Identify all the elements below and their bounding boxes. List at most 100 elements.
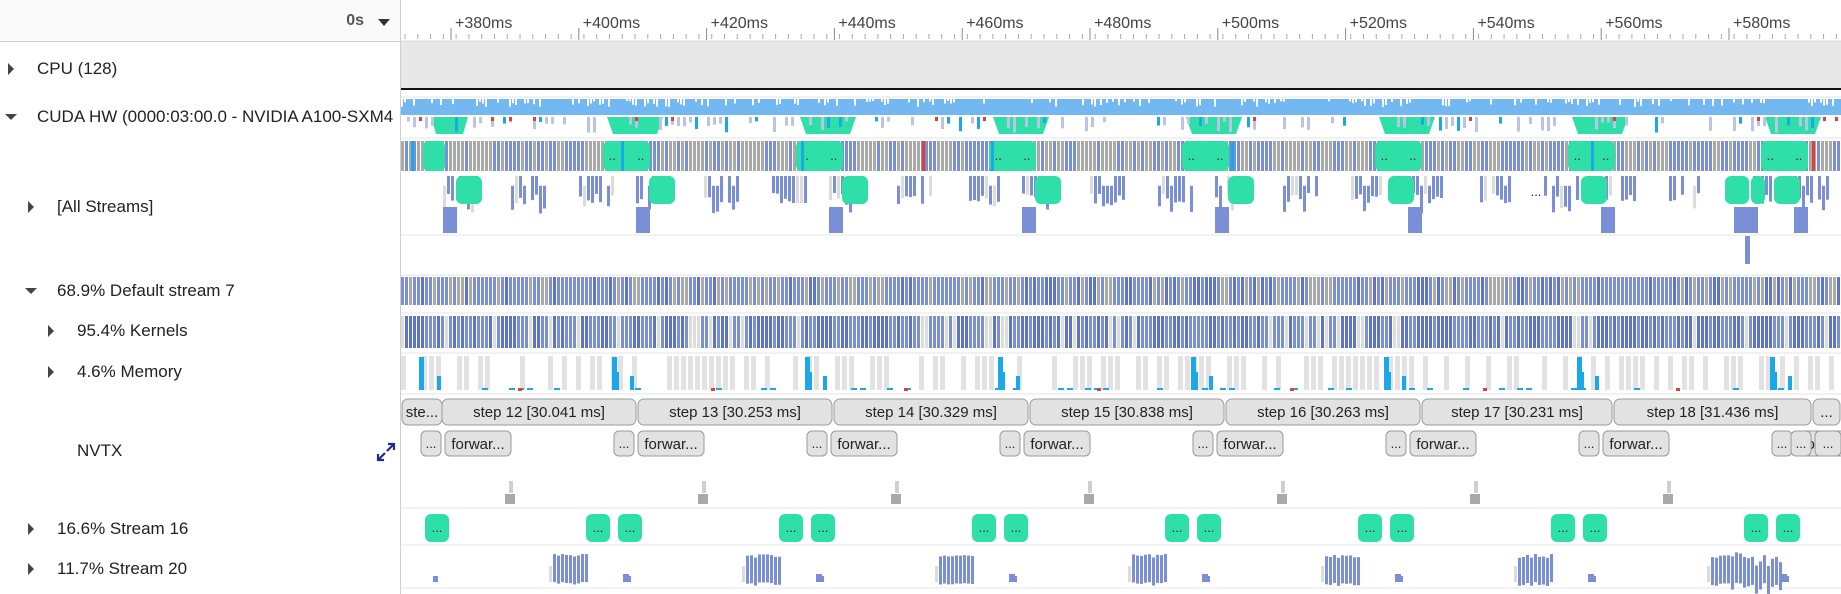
kernel-bar[interactable] bbox=[1197, 277, 1200, 305]
stream-kernel-bar[interactable] bbox=[1375, 176, 1378, 197]
kernel-bar[interactable] bbox=[693, 141, 696, 171]
memcpy-tick[interactable] bbox=[977, 117, 980, 129]
kernel-bar[interactable] bbox=[409, 141, 412, 171]
memory-bar[interactable] bbox=[554, 388, 560, 390]
kernel-bar[interactable] bbox=[429, 277, 432, 305]
nvtx-forward-range[interactable] bbox=[1023, 430, 1091, 457]
kernel-bar[interactable] bbox=[657, 141, 660, 171]
kernel-bar[interactable] bbox=[1321, 141, 1324, 171]
kernel-bar[interactable] bbox=[809, 277, 812, 305]
memory-bg-bar[interactable] bbox=[1605, 356, 1610, 390]
kernels-bar[interactable] bbox=[941, 316, 944, 348]
stream-kernel-bar[interactable] bbox=[1508, 176, 1511, 203]
kernel-bar[interactable] bbox=[801, 277, 804, 305]
kernel-bar[interactable] bbox=[1801, 277, 1804, 305]
kernel-bar[interactable] bbox=[1293, 141, 1296, 171]
stream20-kernel-bar[interactable] bbox=[1739, 553, 1742, 582]
kernel-bar[interactable] bbox=[717, 141, 720, 171]
kernels-bar[interactable] bbox=[897, 316, 900, 348]
memcpy-tick[interactable] bbox=[683, 117, 686, 127]
memcpy-tick[interactable] bbox=[629, 117, 632, 125]
memcpy-tick[interactable] bbox=[1739, 117, 1742, 124]
utilization-gap[interactable] bbox=[1550, 99, 1552, 104]
kernel-bar[interactable] bbox=[1641, 141, 1644, 171]
timeline-canvas[interactable]: +380ms +400ms +420ms +440ms +460ms +480ms +500… bbox=[401, 0, 1841, 594]
kernels-bar[interactable] bbox=[577, 316, 580, 348]
stream20-kernel-bar[interactable] bbox=[762, 554, 765, 583]
utilization-gap[interactable] bbox=[1571, 99, 1573, 104]
kernels-bar[interactable] bbox=[1717, 316, 1720, 348]
kernels-bar[interactable] bbox=[1189, 316, 1192, 348]
memory-bg-bar[interactable] bbox=[1409, 356, 1414, 390]
kernel-bar[interactable] bbox=[1493, 141, 1496, 171]
kernels-bar[interactable] bbox=[1037, 316, 1040, 348]
kernel-bar[interactable] bbox=[453, 141, 456, 171]
stream20-kernel-bar[interactable] bbox=[959, 555, 962, 584]
kernel-bar[interactable] bbox=[1689, 141, 1692, 171]
kernel-bar[interactable] bbox=[1045, 277, 1048, 305]
kernels-bar[interactable] bbox=[917, 316, 920, 348]
kernel-bar[interactable] bbox=[417, 277, 420, 305]
utilization-gap[interactable] bbox=[656, 99, 658, 107]
stream-kernel-bar[interactable] bbox=[1794, 207, 1808, 233]
kernel-bar[interactable] bbox=[1733, 141, 1736, 171]
stream-kernel-bar[interactable] bbox=[599, 176, 602, 203]
stream20-kernel-bar[interactable] bbox=[1349, 555, 1352, 584]
memory-bg-bar[interactable] bbox=[982, 356, 987, 390]
kernel-bar[interactable] bbox=[1437, 141, 1440, 171]
utilization-gap[interactable] bbox=[1370, 99, 1372, 106]
kernels-bar[interactable] bbox=[1073, 316, 1076, 348]
nvtx-sub-range[interactable] bbox=[1578, 430, 1600, 457]
stream20-kernel-bar[interactable] bbox=[549, 566, 552, 582]
nvtx-nested-range[interactable] bbox=[1088, 481, 1092, 493]
kernels-bar[interactable] bbox=[849, 316, 852, 348]
stream-kernel-bar[interactable] bbox=[1576, 176, 1579, 200]
stream20-kernel-bar[interactable] bbox=[1538, 556, 1541, 585]
stream-kernel-bar[interactable] bbox=[1219, 185, 1222, 212]
stream20-kernel-bar[interactable] bbox=[1723, 555, 1726, 584]
stream20-kernel-bar[interactable] bbox=[1727, 555, 1730, 584]
memory-bg-bar[interactable] bbox=[1234, 356, 1239, 390]
stream-kernel-bar[interactable] bbox=[837, 176, 840, 199]
stream-kernel-bar[interactable] bbox=[1371, 176, 1374, 197]
kernel-bar[interactable] bbox=[1257, 141, 1260, 171]
stream-kernel-bar[interactable] bbox=[1106, 185, 1109, 204]
kernel-bar[interactable] bbox=[1713, 277, 1716, 305]
kernel-bar[interactable] bbox=[897, 277, 900, 305]
kernel-bar[interactable] bbox=[697, 141, 700, 171]
kernels-bar[interactable] bbox=[1293, 316, 1296, 348]
memory-bg-bar[interactable] bbox=[1052, 356, 1057, 390]
kernel-bar[interactable] bbox=[1361, 277, 1364, 305]
memcpy-tick[interactable] bbox=[539, 117, 542, 123]
kernels-bar[interactable] bbox=[1477, 316, 1480, 348]
kernels-bar[interactable] bbox=[1585, 316, 1588, 348]
memcpy-red-tick[interactable] bbox=[1253, 117, 1256, 121]
kernels-bar[interactable] bbox=[581, 316, 584, 348]
memcpy-tick[interactable] bbox=[1013, 117, 1016, 133]
kernel-bar[interactable] bbox=[1613, 277, 1616, 305]
kernel-bar[interactable] bbox=[873, 141, 876, 171]
kernel-bar[interactable] bbox=[629, 277, 632, 305]
kernel-bar[interactable] bbox=[1153, 277, 1156, 305]
kernel-bar[interactable] bbox=[401, 141, 404, 171]
utilization-gap[interactable] bbox=[1721, 99, 1723, 106]
kernel-bar[interactable] bbox=[1681, 277, 1684, 305]
kernels-bar[interactable] bbox=[1789, 316, 1792, 348]
memcpy-tick[interactable] bbox=[1307, 117, 1310, 130]
memcpy-tick[interactable] bbox=[941, 117, 944, 130]
utilization-gap[interactable] bbox=[797, 99, 799, 105]
stream-kernel-bar[interactable] bbox=[1480, 176, 1483, 203]
memcpy-tick[interactable] bbox=[1283, 117, 1286, 130]
kernels-bar[interactable] bbox=[865, 316, 868, 348]
kernels-bar[interactable] bbox=[1085, 316, 1088, 348]
kernels-bar[interactable] bbox=[737, 316, 740, 348]
kernels-bar[interactable] bbox=[445, 316, 448, 348]
kernel-bar[interactable] bbox=[709, 141, 712, 171]
stream-kernel-bar[interactable] bbox=[720, 176, 723, 203]
utilization-gap[interactable] bbox=[707, 99, 709, 107]
kernel-bar[interactable] bbox=[841, 277, 844, 305]
memory-bg-bar[interactable] bbox=[436, 356, 441, 390]
memory-bg-bar[interactable] bbox=[548, 356, 553, 390]
kernel-bar[interactable] bbox=[1737, 277, 1740, 305]
kernel-bar[interactable] bbox=[1177, 277, 1180, 305]
